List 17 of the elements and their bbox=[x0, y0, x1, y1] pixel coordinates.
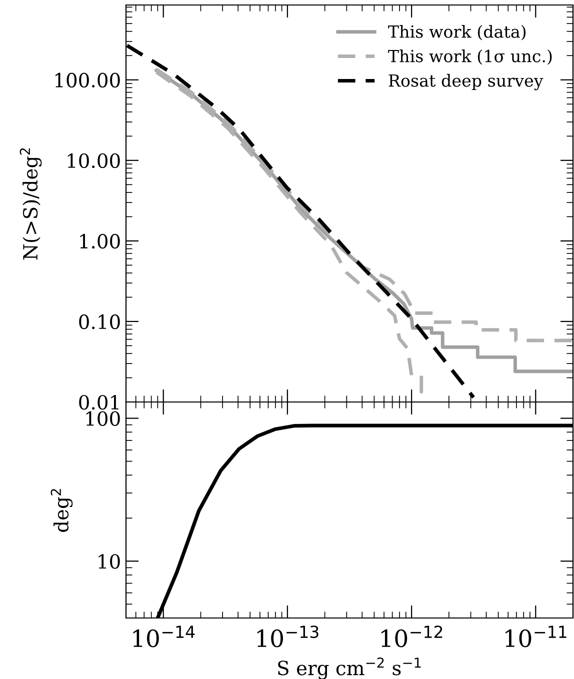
y-tick-label: 0.01 bbox=[79, 394, 118, 410]
x-tick-label: 10$^{−11}$ bbox=[506, 626, 566, 648]
x-tick-label: 10$^{−12}$ bbox=[381, 626, 442, 648]
y-axis-title: deg$^{2}$ bbox=[50, 489, 73, 532]
y-tick-label: 0.10 bbox=[79, 314, 120, 330]
y-tick-label: 10.00 bbox=[68, 153, 120, 168]
y-tick-label: 100.00 bbox=[55, 72, 120, 88]
y-tick-label: 100 bbox=[86, 411, 120, 426]
x-axis-title: S erg cm$^{−2}$ s$^{−1}$ bbox=[278, 658, 421, 679]
legend-label: This work (1σ unc.) bbox=[388, 49, 552, 65]
y-axis-title: N(>S)/deg$^{2}$ bbox=[20, 148, 42, 260]
x-tick-label: 10$^{−14}$ bbox=[133, 626, 195, 648]
x-tick-label: 10$^{−13}$ bbox=[257, 626, 318, 648]
y-tick-label: 1.00 bbox=[80, 234, 120, 249]
y-tick-label: 10 bbox=[98, 554, 120, 569]
legend-label: Rosat deep survey bbox=[388, 74, 544, 90]
legend-label: This work (data) bbox=[388, 25, 526, 40]
